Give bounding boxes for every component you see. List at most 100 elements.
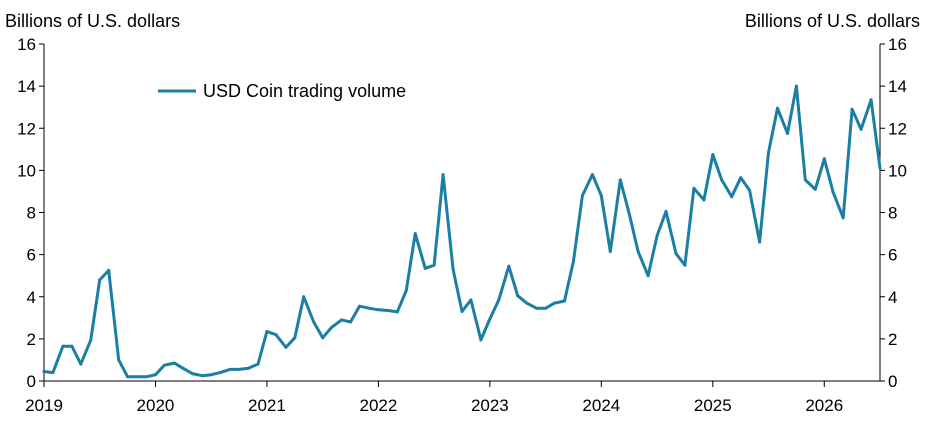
data-point xyxy=(70,344,74,348)
data-point xyxy=(162,363,166,367)
data-point xyxy=(553,301,556,305)
x-tick-label: 2026 xyxy=(805,396,843,415)
data-point xyxy=(748,188,752,192)
legend: USD Coin trading volume xyxy=(158,81,406,101)
series-layer xyxy=(42,84,882,379)
data-point xyxy=(786,132,789,135)
y-tick-label-left: 14 xyxy=(17,77,36,96)
data-point xyxy=(135,375,138,379)
data-point xyxy=(803,178,807,182)
data-point xyxy=(256,362,260,366)
data-point xyxy=(822,157,826,161)
data-point xyxy=(107,268,111,272)
data-point xyxy=(878,166,882,170)
data-point xyxy=(535,306,539,310)
data-point xyxy=(516,294,520,298)
data-point xyxy=(711,153,715,157)
data-point xyxy=(841,216,845,220)
data-point xyxy=(284,345,288,349)
data-point xyxy=(544,306,548,310)
data-point xyxy=(340,318,344,322)
data-point xyxy=(683,263,687,267)
data-point xyxy=(181,366,185,370)
data-point xyxy=(302,295,306,299)
data-point xyxy=(758,240,762,244)
y-tick-label-left: 0 xyxy=(27,372,36,391)
data-point xyxy=(563,299,566,303)
data-point xyxy=(145,375,148,379)
data-point xyxy=(590,173,594,177)
data-point xyxy=(720,178,724,182)
data-point xyxy=(228,367,232,371)
data-point xyxy=(42,370,46,373)
data-point xyxy=(358,304,361,308)
data-point xyxy=(321,336,325,340)
data-point xyxy=(664,209,668,213)
data-point xyxy=(209,373,213,377)
data-point xyxy=(126,375,130,379)
data-point xyxy=(636,250,640,253)
data-point xyxy=(117,358,121,362)
x-tick-label: 2024 xyxy=(582,396,620,415)
y-tick-label-left: 2 xyxy=(27,330,36,349)
data-point xyxy=(385,308,389,312)
data-point xyxy=(618,178,622,182)
data-point xyxy=(692,186,696,190)
y-tick-label-left: 4 xyxy=(27,288,36,307)
y-tick-label-left: 6 xyxy=(27,246,36,265)
data-point xyxy=(460,310,464,313)
data-point xyxy=(293,336,297,340)
data-point xyxy=(246,366,250,370)
data-point xyxy=(218,371,222,375)
data-point xyxy=(274,333,278,337)
data-point xyxy=(413,232,417,236)
data-point xyxy=(190,372,194,376)
x-tick-label: 2019 xyxy=(25,396,63,415)
left-axis-title: Billions of U.S. dollars xyxy=(5,11,180,31)
data-point xyxy=(349,320,352,324)
x-tick-label: 2020 xyxy=(137,396,175,415)
data-point xyxy=(702,198,706,202)
data-point xyxy=(525,301,529,305)
y-tick-label-right: 2 xyxy=(888,330,897,349)
y-tick-label-right: 8 xyxy=(888,204,897,223)
data-point xyxy=(451,267,455,271)
data-point xyxy=(79,362,83,366)
data-point xyxy=(869,98,873,102)
data-point xyxy=(850,107,854,111)
data-point xyxy=(469,298,473,302)
y-tick-label-left: 16 xyxy=(17,35,36,54)
data-point xyxy=(655,234,659,238)
data-point xyxy=(395,310,399,314)
data-point xyxy=(627,212,631,216)
data-point xyxy=(172,361,176,365)
data-point xyxy=(580,194,584,198)
data-point xyxy=(368,306,371,310)
series-line xyxy=(42,84,882,379)
x-tick-label: 2023 xyxy=(471,396,509,415)
y-tick-label-left: 12 xyxy=(17,119,36,138)
data-point xyxy=(154,373,157,377)
y-tick-label-right: 16 xyxy=(888,35,907,54)
y-tick-label-left: 10 xyxy=(17,161,36,180)
data-point xyxy=(646,274,650,278)
data-point xyxy=(479,338,483,342)
tick-labels: 0 0 2 2 4 4 6 6 8 8 10 10 12 12 14 14 16 16 2019 2020 2021 20… xyxy=(17,35,907,415)
data-point xyxy=(404,288,408,292)
data-point xyxy=(608,250,612,253)
data-point xyxy=(200,374,204,378)
axes xyxy=(39,43,885,387)
y-tick-label-right: 6 xyxy=(888,246,897,265)
x-tick-label: 2025 xyxy=(694,396,732,415)
legend-label: USD Coin trading volume xyxy=(203,81,406,101)
data-point xyxy=(730,195,734,199)
data-point xyxy=(572,259,575,263)
right-axis-title: Billions of U.S. dollars xyxy=(745,11,920,31)
x-tick-label: 2021 xyxy=(248,396,286,415)
data-point xyxy=(51,371,55,375)
y-tick-label-right: 14 xyxy=(888,77,907,96)
data-point xyxy=(488,317,492,321)
data-point xyxy=(98,278,102,282)
data-point xyxy=(441,173,445,177)
